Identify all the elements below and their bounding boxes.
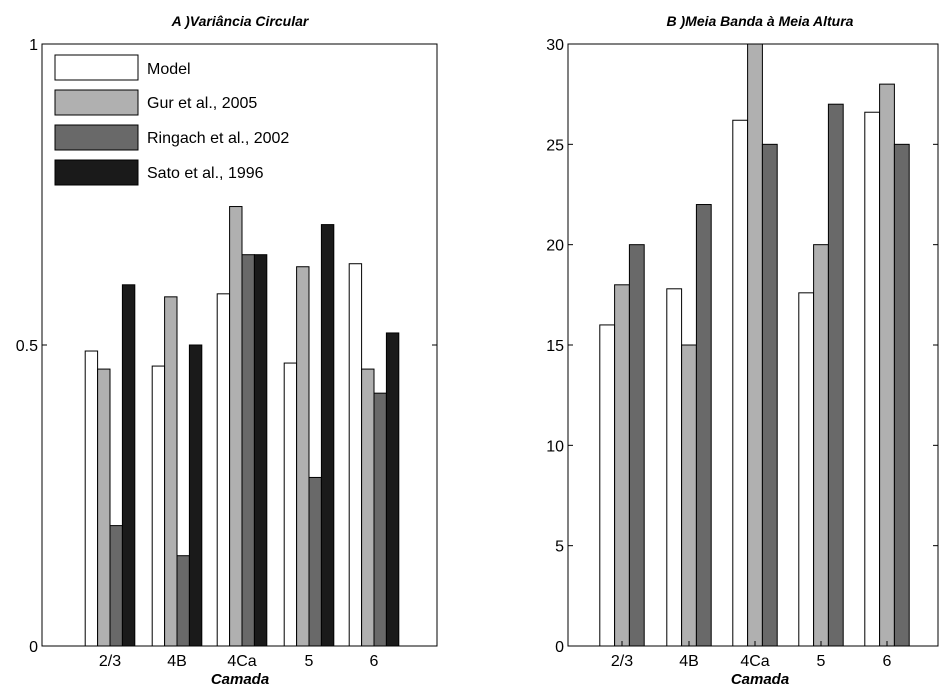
chart-a-legend: Model Gur et al., 2005 Ringach et al., 2… xyxy=(54,54,289,186)
x-tick-label: 6 xyxy=(883,653,892,670)
legend-label-ringach: Ringach et al., 2002 xyxy=(147,130,289,147)
bar-a-series3-4B xyxy=(188,344,203,647)
legend-swatch-ringach xyxy=(54,124,139,151)
x-tick-label: 4Ca xyxy=(227,653,256,670)
y-tick-label: 0 xyxy=(555,639,564,656)
legend-label-sato: Sato et al., 1996 xyxy=(147,165,264,182)
x-tick-label: 4B xyxy=(679,653,699,670)
bar-a-series0-4Ca xyxy=(216,293,231,647)
bar-b-series1-5 xyxy=(813,244,829,647)
y-tick-label: 5 xyxy=(555,539,564,556)
y-tick-label: 10 xyxy=(546,438,564,455)
bar-a-series2-5 xyxy=(308,476,322,647)
bar-b-series0-6 xyxy=(864,111,881,647)
legend-swatch-gur xyxy=(54,89,139,116)
bar-a-series2-6 xyxy=(373,392,387,647)
y-tick-label: 0 xyxy=(29,639,38,656)
chart-b: B )Meia Banda à Meia Altura 0 5 10 15 20 25 30… xyxy=(546,13,939,688)
bar-a-series3-4Ca xyxy=(253,254,268,647)
y-tick-label: 20 xyxy=(546,238,564,255)
x-tick-label: 2/3 xyxy=(611,653,633,670)
chart-a: A )Variância Circular 0 0.5 1 2/3 4B 4Ca 5 6 C… xyxy=(16,13,438,688)
y-tick-label: 30 xyxy=(546,37,564,54)
bar-b-series2-4B xyxy=(695,204,712,647)
bar-a-series0-23 xyxy=(84,350,99,647)
bar-a-series3-6 xyxy=(385,332,400,647)
x-tick-label: 2/3 xyxy=(99,653,121,670)
y-tick-label: 1 xyxy=(29,37,38,54)
bar-a-series2-23 xyxy=(109,525,123,647)
bar-a-series0-4B xyxy=(151,365,166,647)
bar-b-series1-23 xyxy=(614,284,630,647)
bar-b-series2-6 xyxy=(893,143,910,647)
x-tick-label: 6 xyxy=(370,653,379,670)
bar-a-series1-4Ca xyxy=(229,206,243,647)
legend-swatch-model xyxy=(54,54,139,81)
chart-a-title: A )Variância Circular xyxy=(171,13,310,29)
y-tick-label: 25 xyxy=(546,137,564,154)
chart-b-title: B )Meia Banda à Meia Altura xyxy=(667,13,854,29)
bar-b-series0-4Ca xyxy=(732,119,749,647)
legend-label-model: Model xyxy=(147,61,191,78)
bar-a-series3-23 xyxy=(121,284,136,647)
bar-b-series1-6 xyxy=(879,83,895,647)
bar-b-series0-5 xyxy=(798,292,815,647)
bar-b-series0-4B xyxy=(666,288,683,647)
chart-b-xlabel: Camada xyxy=(731,671,789,688)
bar-a-series1-4B xyxy=(164,296,178,647)
bar-a-series2-4B xyxy=(176,555,190,647)
bar-a-series1-5 xyxy=(296,266,310,647)
bar-a-series1-23 xyxy=(97,368,111,647)
bar-a-series2-4Ca xyxy=(241,254,255,647)
bar-b-series1-4B xyxy=(681,344,697,647)
y-tick-label: 15 xyxy=(546,338,564,355)
bar-b-series2-5 xyxy=(827,103,844,647)
y-tick-label: 0.5 xyxy=(16,338,38,355)
bar-b-series0-23 xyxy=(599,324,616,647)
bar-b-series2-23 xyxy=(628,244,645,647)
legend-label-gur: Gur et al., 2005 xyxy=(147,95,257,112)
bar-a-series3-5 xyxy=(320,224,335,647)
x-tick-label: 4B xyxy=(167,653,187,670)
x-tick-label: 5 xyxy=(305,653,314,670)
chart-a-xlabel: Camada xyxy=(211,671,269,688)
legend-swatch-sato xyxy=(54,159,139,186)
x-tick-label: 5 xyxy=(817,653,826,670)
bar-b-series1-4Ca xyxy=(747,43,763,647)
bar-a-series0-5 xyxy=(283,362,298,647)
bar-b-series2-4Ca xyxy=(761,143,778,647)
bar-a-series1-6 xyxy=(361,368,375,647)
x-tick-label: 4Ca xyxy=(740,653,769,670)
bar-a-series0-6 xyxy=(348,263,363,647)
